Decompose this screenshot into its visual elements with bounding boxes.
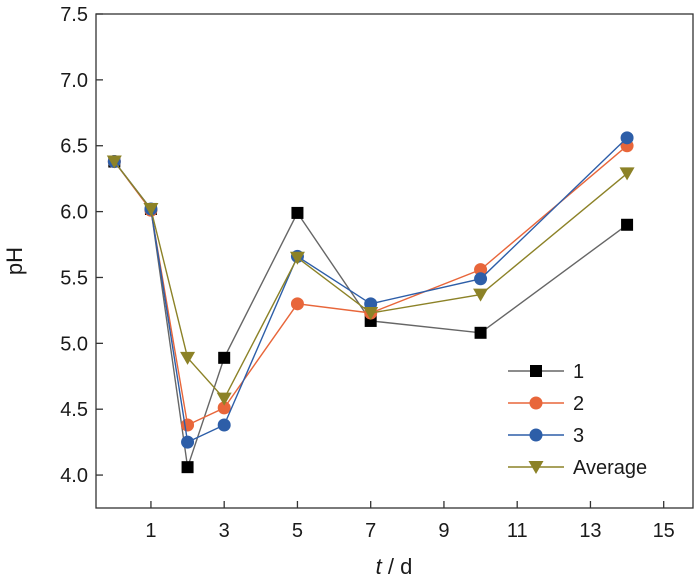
data-point <box>181 418 195 432</box>
y-tick-label: 5.0 <box>60 333 88 355</box>
data-point <box>474 326 487 339</box>
series-line <box>113 145 628 427</box>
data-point <box>217 401 231 415</box>
series-layer <box>106 131 635 474</box>
series-2 <box>107 139 634 432</box>
y-tick-label: 5.5 <box>60 267 88 289</box>
x-tick-label: 15 <box>653 520 675 542</box>
data-point <box>106 155 122 169</box>
x-tick-label: 1 <box>145 520 156 542</box>
legend-label: 2 <box>573 393 584 415</box>
data-point <box>290 297 304 311</box>
legend-marker <box>529 428 543 442</box>
series-line <box>113 137 628 444</box>
y-tick-label: 6.5 <box>60 136 88 158</box>
legend-label: 1 <box>573 361 584 383</box>
data-point <box>289 251 305 265</box>
legend-entry: Average <box>508 457 647 479</box>
x-tick-label: 3 <box>219 520 230 542</box>
x-tick-label: 13 <box>579 520 601 542</box>
x-axis-title: t / d <box>376 554 413 579</box>
x-tick-label: 11 <box>507 520 528 542</box>
y-axis-title: pH <box>2 247 27 275</box>
legend-marker <box>528 461 544 474</box>
series-3 <box>107 131 634 449</box>
data-point <box>291 206 304 219</box>
data-point <box>363 307 379 321</box>
y-axis-ticks: 4.0 4.5 5.0 5.5 6.0 6.5 7.0 7.5 <box>60 4 103 487</box>
y-tick-label: 7.5 <box>60 4 88 26</box>
data-point <box>217 418 231 432</box>
y-tick-label: 6.0 <box>60 202 88 224</box>
data-point <box>143 202 159 216</box>
legend-entry: 3 <box>508 425 584 447</box>
data-point <box>474 272 488 286</box>
data-point <box>218 351 231 364</box>
data-point <box>621 218 634 231</box>
x-axis-ticks: 1 3 5 7 9 11 13 15 <box>145 501 675 542</box>
y-tick-label: 4.5 <box>60 399 88 421</box>
series-average <box>106 155 635 406</box>
y-tick-label: 4.0 <box>60 465 88 487</box>
y-tick-label: 7.0 <box>60 70 88 92</box>
data-point <box>181 435 195 449</box>
x-tick-label: 5 <box>292 520 303 542</box>
legend-entry: 1 <box>508 361 584 383</box>
x-axis-title-variable: t <box>376 554 383 579</box>
plot-frame <box>95 13 694 509</box>
legend-label: Average <box>573 457 647 479</box>
legend: 1 2 3 Average <box>508 361 647 479</box>
legend-marker <box>529 396 543 410</box>
data-point <box>619 167 635 181</box>
x-tick-label: 9 <box>438 520 449 542</box>
data-point <box>180 351 196 365</box>
data-point <box>473 288 489 302</box>
legend-marker <box>530 365 542 377</box>
data-point <box>620 131 634 145</box>
x-axis-title-unit: / d <box>382 554 413 579</box>
data-point <box>216 392 232 406</box>
data-point <box>181 461 194 474</box>
data-point <box>474 263 488 277</box>
legend-label: 3 <box>573 425 584 447</box>
series-line <box>113 161 628 400</box>
legend-entry: 2 <box>508 393 584 415</box>
x-tick-label: 7 <box>365 520 376 542</box>
